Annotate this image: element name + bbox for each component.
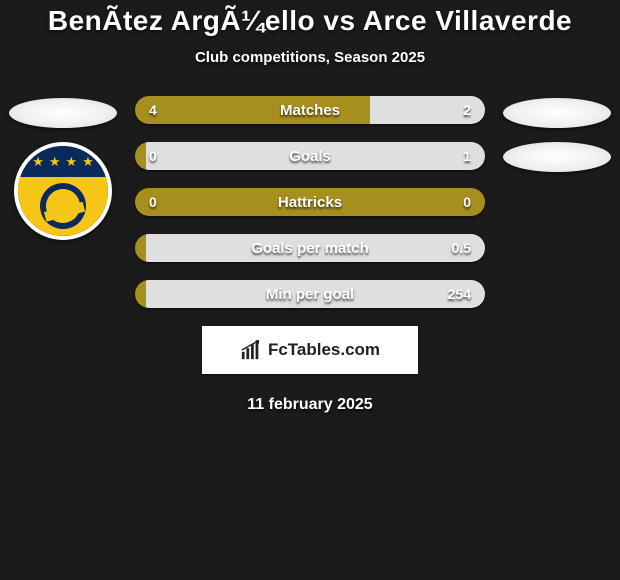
bar-segment-left	[135, 142, 146, 170]
stat-bar: Matches42	[135, 96, 485, 124]
logo-text: FcTables.com	[268, 340, 380, 360]
stat-bar: Goals per match0.5	[135, 234, 485, 262]
badge-bottom-field	[18, 177, 108, 236]
star-icon: ★	[82, 155, 94, 168]
main-area: ★ ★ ★ ★ Matches42 Goals01 Hattricks00 Goals…	[0, 96, 620, 308]
right-side-column	[497, 96, 617, 172]
bar-segment-left	[135, 96, 370, 124]
right-ellipse-shadow-2	[503, 142, 611, 172]
bar-segment-right	[370, 96, 486, 124]
bar-segment-left	[135, 234, 146, 262]
subtitle: Club competitions, Season 2025	[0, 49, 620, 66]
comparison-card: BenÃ­tez ArgÃ¼ello vs Arce Villaverde Cl…	[0, 0, 620, 414]
bar-segment-right	[146, 142, 486, 170]
badge-top-stripe: ★ ★ ★ ★	[18, 146, 108, 177]
bar-segment-right	[146, 234, 486, 262]
bar-segment-left	[135, 188, 485, 216]
left-team-badge: ★ ★ ★ ★	[14, 142, 112, 240]
stat-bar: Goals01	[135, 142, 485, 170]
star-icon: ★	[66, 155, 78, 168]
stat-bar: Hattricks00	[135, 188, 485, 216]
bar-chart-icon	[240, 339, 262, 361]
left-side-column: ★ ★ ★ ★	[3, 96, 123, 240]
bars-column: Matches42 Goals01 Hattricks00 Goals per mat…	[135, 96, 485, 308]
stat-bar: Min per goal254	[135, 280, 485, 308]
fctables-logo: FcTables.com	[202, 326, 418, 374]
bar-segment-left	[135, 280, 146, 308]
date-text: 11 february 2025	[0, 396, 620, 414]
star-icon: ★	[49, 155, 61, 168]
bar-segment-right	[146, 280, 486, 308]
star-icon: ★	[32, 155, 44, 168]
page-title: BenÃ­tez ArgÃ¼ello vs Arce Villaverde	[0, 5, 620, 37]
left-ellipse-shadow	[9, 98, 117, 128]
right-ellipse-shadow-1	[503, 98, 611, 128]
badge-swirl-icon	[35, 178, 91, 234]
